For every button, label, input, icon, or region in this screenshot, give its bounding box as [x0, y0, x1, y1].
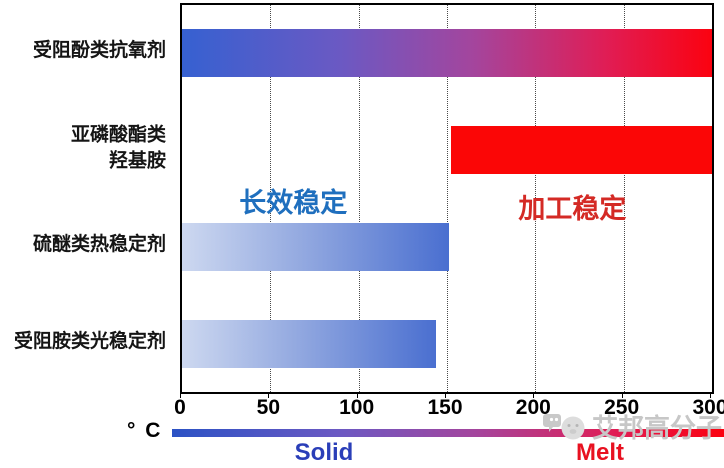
category-labels: 受阻酚类抗氧剂亚磷酸酯类 羟基胺硫醚类热稳定剂受阻胺类光稳定剂 — [0, 0, 172, 390]
category-label-3: 硫醚类热稳定剂 — [32, 234, 166, 256]
x-axis: 0 50 100 150 200 250 300 — [174, 393, 724, 425]
gridline-100 — [358, 5, 360, 392]
x-tickmark-200 — [533, 393, 535, 398]
x-tickmark-100 — [356, 393, 358, 398]
legend-melt-label: Melt — [576, 439, 624, 466]
category-label-2: 亚磷酸酯类 羟基胺 — [70, 124, 166, 172]
x-tickmark-150 — [445, 393, 446, 398]
category-label-4: 受阻胺类光稳定剂 — [13, 330, 166, 352]
x-tick-label-100: 100 — [339, 396, 375, 419]
plot-area: 长效稳定 加工稳定 — [180, 3, 714, 394]
x-axis-unit-label: ° C — [127, 419, 163, 442]
bar-2 — [450, 126, 712, 175]
legend-solid-label: Solid — [294, 439, 354, 466]
x-tickmark-300 — [710, 393, 711, 398]
annotation-2: 加工稳定 — [518, 193, 627, 224]
temperature-gradient-bar — [172, 429, 724, 437]
watermark-text: 艾邦高分子 — [591, 412, 722, 443]
gridline-200 — [535, 5, 537, 392]
x-tick-label-250: 250 — [604, 396, 640, 419]
bar-4 — [182, 319, 437, 368]
x-tick-label-0: 0 — [174, 396, 186, 419]
gridline-50 — [270, 5, 272, 392]
gridline-150 — [447, 5, 448, 392]
x-tick-label-200: 200 — [515, 396, 551, 419]
annotation-1: 长效稳定 — [239, 188, 348, 219]
x-tick-label-50: 50 — [256, 396, 281, 419]
x-tickmark-0 — [180, 393, 181, 398]
watermark: 艾邦高分子 — [542, 408, 722, 444]
gridline-250 — [623, 5, 625, 392]
bar-3 — [182, 222, 449, 271]
x-tick-label-150: 150 — [427, 396, 463, 419]
bar-1 — [182, 29, 712, 78]
aibang-logo-icon — [542, 409, 589, 443]
x-tick-label-300: 300 — [692, 396, 724, 419]
x-tickmark-250 — [621, 393, 623, 398]
x-tickmark-50 — [268, 393, 270, 398]
category-label-1: 受阻酚类抗氧剂 — [32, 40, 166, 62]
